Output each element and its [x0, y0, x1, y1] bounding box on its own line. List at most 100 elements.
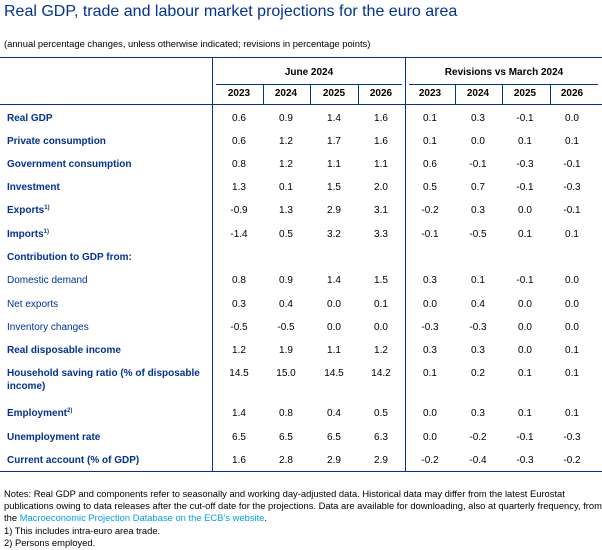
table-cell: 1.6 — [374, 136, 388, 147]
table-cell: 1.4 — [232, 408, 246, 419]
column-divider-left — [212, 57, 213, 471]
notes-text: Notes: Real GDP and components refer to … — [4, 488, 602, 524]
table-cell: 2.9 — [327, 205, 341, 216]
table-cell: 14.2 — [371, 368, 391, 379]
table-cell: 0.0 — [565, 322, 579, 333]
table-cell: 0.9 — [279, 113, 293, 124]
table-cell: 2.9 — [374, 455, 388, 466]
table-cell: 0.1 — [279, 182, 293, 193]
row-label-text: Private consumption — [7, 136, 106, 147]
row-label-text: Real disposable income — [7, 345, 121, 356]
table-cell: 0.3 — [471, 345, 485, 356]
table-cell: 15.0 — [276, 368, 296, 379]
table-cell: 0.6 — [423, 159, 437, 170]
row-label-text: Current account (% of GDP) — [7, 455, 140, 466]
table-cell: -0.3 — [563, 182, 581, 193]
table-cell: 0.1 — [423, 136, 437, 147]
table-cell: -0.3 — [516, 159, 534, 170]
table-cell: 0.1 — [518, 408, 532, 419]
group-header-revisions: Revisions vs March 2024 — [444, 67, 564, 78]
table-cell: -0.2 — [563, 455, 581, 466]
row-label: Imports1) — [7, 228, 212, 241]
database-link[interactable]: Macroeconomic Projection Database on the… — [19, 512, 265, 524]
group-rule-projections — [216, 84, 402, 85]
row-label-text: Exports — [7, 205, 45, 216]
table-cell: 2.8 — [279, 455, 293, 466]
table-cell: 0.1 — [374, 299, 388, 310]
row-label-text: Unemployment rate — [7, 432, 101, 443]
table-cell: 0.4 — [327, 408, 341, 419]
table-cell: 2.0 — [374, 182, 388, 193]
table-cell: 0.1 — [423, 368, 437, 379]
table-cell: -0.2 — [421, 455, 439, 466]
year-header: 2025 — [513, 88, 537, 99]
row-label-text: Government consumption — [7, 159, 132, 170]
table-cell: 0.8 — [232, 275, 246, 286]
table-cell: 14.5 — [229, 368, 249, 379]
row-label-text: Employment — [7, 408, 68, 419]
row-label: Employment2) — [7, 407, 212, 420]
table-cell: -0.5 — [469, 229, 487, 240]
footnote-marker: 1) — [44, 205, 50, 211]
table-cell: -0.4 — [469, 455, 487, 466]
table-cell: 0.0 — [327, 322, 341, 333]
table-cell: 0.0 — [423, 432, 437, 443]
table-cell: 6.3 — [374, 432, 388, 443]
table-cell: 0.0 — [565, 299, 579, 310]
table-cell: -0.1 — [563, 205, 581, 216]
table-cell: 0.3 — [471, 113, 485, 124]
table-cell: 1.1 — [327, 345, 341, 356]
table-cell: -0.9 — [230, 205, 248, 216]
table-cell: 1.4 — [327, 275, 341, 286]
table-cell: 1.2 — [232, 345, 246, 356]
table-cell: -0.3 — [421, 322, 439, 333]
table-cell: 1.2 — [279, 159, 293, 170]
table-cell: -0.5 — [230, 322, 248, 333]
table-cell: 0.6 — [232, 136, 246, 147]
table-cell: 0.0 — [518, 345, 532, 356]
table-cell: 1.3 — [232, 182, 246, 193]
table-cell: 0.1 — [565, 345, 579, 356]
table-cell: 0.1 — [423, 113, 437, 124]
table-cell: -0.1 — [563, 159, 581, 170]
table-cell: 0.5 — [423, 182, 437, 193]
row-label-text: Inventory changes — [7, 322, 89, 333]
year-header: 2026 — [369, 88, 393, 99]
table-cell: -0.1 — [516, 182, 534, 193]
footnote-1: 1) This includes intra-euro area trade. — [4, 524, 161, 536]
table-cell: 3.1 — [374, 205, 388, 216]
table-cell: 1.5 — [374, 275, 388, 286]
row-label-text: Contribution to GDP from: — [7, 252, 132, 263]
year-separator — [550, 85, 551, 104]
row-label: Exports1) — [7, 204, 212, 217]
bottom-rule — [0, 471, 602, 472]
group-header-projections: June 2024 — [284, 67, 334, 78]
table-cell: 6.5 — [279, 432, 293, 443]
table-cell: 14.5 — [324, 368, 344, 379]
table-cell: 0.1 — [518, 136, 532, 147]
table-cell: 0.4 — [471, 299, 485, 310]
row-label: Investment — [7, 181, 212, 194]
table-cell: 1.9 — [279, 345, 293, 356]
year-separator — [310, 85, 311, 104]
row-label: Private consumption — [7, 135, 212, 148]
row-label-text: Real GDP — [7, 113, 53, 124]
table-cell: 0.6 — [232, 113, 246, 124]
footnote-marker: 1) — [43, 229, 50, 235]
table-cell: 0.8 — [232, 159, 246, 170]
table-cell: 1.4 — [327, 113, 341, 124]
table-cell: -0.2 — [421, 205, 439, 216]
table-cell: 0.0 — [565, 275, 579, 286]
notes-text-end: . — [264, 512, 267, 524]
table-cell: 2.9 — [327, 455, 341, 466]
table-cell: 1.7 — [327, 136, 341, 147]
row-label: Household saving ratio (% of disposable … — [7, 367, 212, 393]
year-header: 2024 — [466, 88, 490, 99]
footnote-2: 2) Persons employed. — [4, 536, 96, 548]
table-cell: -0.1 — [469, 159, 487, 170]
group-rule-revisions — [409, 84, 598, 85]
table-cell: 0.1 — [565, 229, 579, 240]
table-cell: 0.1 — [471, 275, 485, 286]
column-divider-middle — [405, 57, 406, 471]
year-header: 2023 — [227, 88, 251, 99]
